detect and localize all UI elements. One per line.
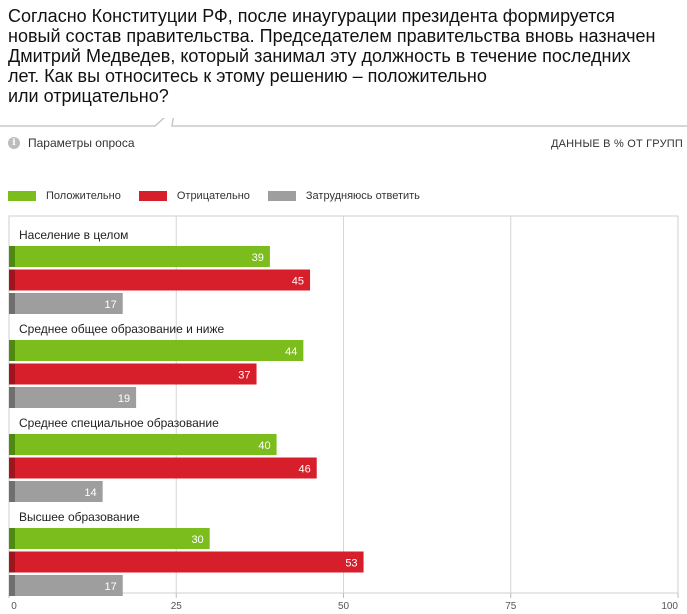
bar-stub-negative bbox=[9, 457, 15, 479]
x-tick-label: 25 bbox=[171, 601, 183, 612]
bar-positive bbox=[9, 340, 304, 361]
bar-unsure bbox=[9, 481, 103, 502]
data-label-unsure: 14 bbox=[84, 487, 96, 499]
legend-item-positive: Положительно bbox=[8, 190, 121, 202]
bar-stub-negative bbox=[9, 363, 15, 385]
data-label-negative: 46 bbox=[298, 464, 310, 476]
bar-stub-negative bbox=[9, 551, 15, 573]
data-label-negative: 37 bbox=[238, 370, 250, 382]
survey-params-label: Параметры опроса bbox=[28, 136, 135, 150]
bar-positive bbox=[9, 434, 277, 455]
bar-negative bbox=[9, 551, 364, 573]
bar-stub-positive bbox=[9, 528, 15, 549]
category-label: Среднее специальное образование bbox=[19, 416, 219, 430]
data-label-unsure: 17 bbox=[104, 581, 116, 593]
bar-positive bbox=[9, 528, 210, 549]
bar-unsure bbox=[9, 575, 123, 596]
bar-stub-unsure bbox=[9, 575, 15, 596]
x-tick-label: 50 bbox=[338, 601, 350, 612]
x-tick-label: 0 bbox=[11, 601, 17, 612]
question-line: лет. Как вы относитесь к этому решению –… bbox=[8, 66, 487, 86]
bar-stub-negative bbox=[9, 269, 15, 291]
bar-negative bbox=[9, 363, 257, 385]
bar-chart: 0 25 50 75 100 Население в целом 39 45 17 Среднее… bbox=[8, 215, 679, 612]
question-title: Согласно Конституции РФ, после инаугурац… bbox=[8, 6, 678, 106]
bar-negative bbox=[9, 457, 317, 479]
legend-item-unsure: Затрудняюсь ответить bbox=[267, 190, 420, 202]
question-line: или отрицательно? bbox=[8, 86, 169, 106]
x-tick-label: 75 bbox=[505, 601, 517, 612]
legend-item-negative: Отрицательно bbox=[138, 190, 250, 202]
bar-positive bbox=[9, 246, 270, 267]
bar-negative bbox=[9, 269, 311, 291]
bar-stub-unsure bbox=[9, 387, 15, 408]
data-label-negative: 45 bbox=[292, 276, 304, 288]
bar-stub-unsure bbox=[9, 481, 15, 502]
data-label-positive: 40 bbox=[258, 440, 270, 452]
data-label-positive: 30 bbox=[191, 534, 203, 546]
data-label-negative: 53 bbox=[345, 558, 357, 570]
legend-label-unsure: Затрудняюсь ответить bbox=[305, 190, 420, 202]
bar-stub-unsure bbox=[9, 293, 15, 314]
legend-swatch-negative bbox=[138, 191, 167, 201]
data-label-unsure: 17 bbox=[104, 299, 116, 311]
survey-params-toggle[interactable]: i Параметры опроса bbox=[8, 136, 135, 150]
question-line: Согласно Конституции РФ, после инаугурац… bbox=[8, 6, 615, 26]
legend-swatch-positive bbox=[8, 191, 36, 201]
legend-label-negative: Отрицательно bbox=[176, 190, 250, 202]
legend-swatch-unsure bbox=[267, 191, 296, 201]
bar-stub-positive bbox=[9, 340, 15, 361]
bar-stub-positive bbox=[9, 246, 15, 267]
data-label-positive: 39 bbox=[252, 252, 264, 264]
units-label: ДАННЫЕ В % ОТ ГРУПП bbox=[550, 138, 683, 150]
question-line: новый состав правительства. Председателе… bbox=[8, 26, 656, 46]
data-label-unsure: 19 bbox=[118, 393, 130, 405]
category-label: Среднее общее образование и ниже bbox=[19, 322, 224, 336]
category-label: Население в целом bbox=[19, 228, 128, 242]
bar-unsure bbox=[9, 387, 137, 408]
speech-divider bbox=[0, 118, 687, 127]
info-icon: i bbox=[8, 137, 20, 149]
x-tick-label: 100 bbox=[661, 601, 678, 612]
bar-stub-positive bbox=[9, 434, 15, 455]
chart-legend: Положительно Отрицательно Затрудняюсь от… bbox=[8, 190, 438, 202]
question-line: Дмитрий Медведев, который занимал эту до… bbox=[8, 46, 631, 66]
legend-label-positive: Положительно bbox=[46, 190, 121, 202]
bar-unsure bbox=[9, 293, 123, 314]
category-label: Высшее образование bbox=[19, 510, 140, 524]
data-label-positive: 44 bbox=[285, 346, 297, 358]
